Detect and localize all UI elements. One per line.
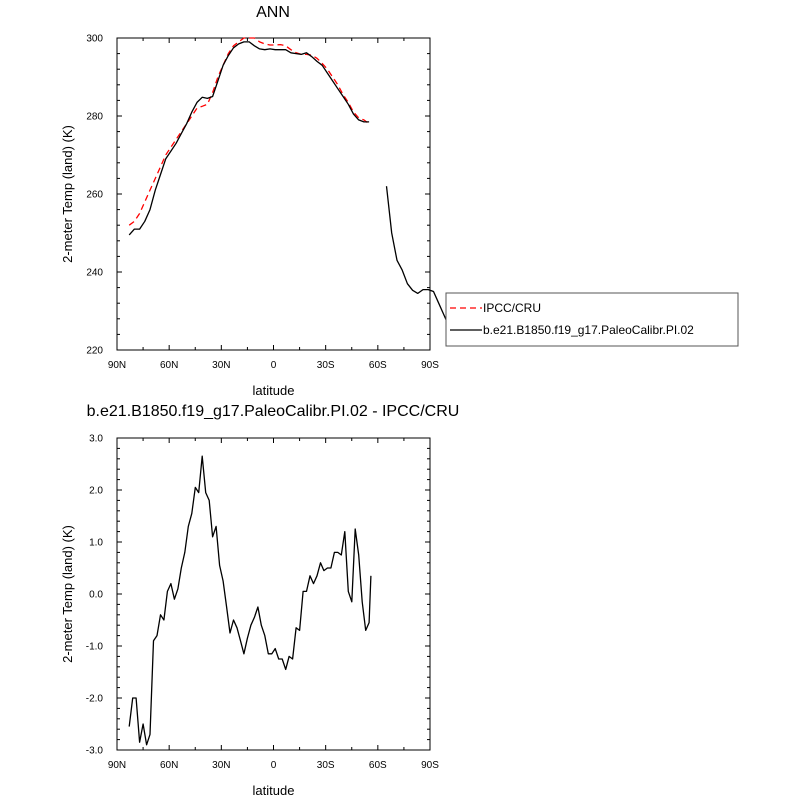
x-tick-label: 0 [271, 760, 277, 771]
legend-label: IPCC/CRU [483, 301, 541, 315]
y-tick-label: 240 [86, 268, 103, 279]
series-line-1-segment-0 [128, 41, 370, 236]
series-line-1-segment-1 [385, 186, 453, 330]
x-tick-label: 60N [160, 360, 178, 371]
x-tick-label: 30S [317, 760, 335, 771]
y-axis-label: 2-meter Temp (land) (K) [60, 125, 75, 263]
x-tick-label: 90N [108, 360, 126, 371]
x-tick-label: 30S [317, 360, 335, 371]
x-tick-label: 30N [212, 360, 230, 371]
y-tick-label: 300 [86, 34, 103, 45]
plot-frame [116, 37, 431, 351]
x-tick-label: 60N [160, 760, 178, 771]
x-tick-label: 30N [212, 760, 230, 771]
y-tick-label: -1.0 [86, 642, 104, 653]
x-tick-label: 90S [421, 360, 439, 371]
y-tick-label: 280 [86, 112, 103, 123]
x-tick-label: 60S [369, 760, 387, 771]
y-tick-label: 1.0 [89, 538, 103, 549]
y-tick-label: 3.0 [89, 434, 103, 445]
y-tick-label: 260 [86, 190, 103, 201]
plot-frame [116, 437, 431, 751]
x-tick-label: 60S [369, 360, 387, 371]
x-axis-label: latitude [253, 783, 295, 798]
x-tick-label: 90N [108, 760, 126, 771]
series-line-0-segment-0 [128, 455, 372, 746]
y-axis-label: 2-meter Temp (land) (K) [60, 525, 75, 663]
y-tick-label: -3.0 [86, 746, 104, 757]
chart-title: b.e21.B1850.f19_g17.PaleoCalibr.PI.02 - … [87, 403, 460, 420]
y-tick-label: 220 [86, 346, 103, 357]
y-tick-label: 0.0 [89, 590, 103, 601]
x-tick-label: 90S [421, 760, 439, 771]
legend-box [445, 292, 739, 347]
series-line-0-segment-0 [128, 37, 370, 226]
y-tick-label: 2.0 [89, 486, 103, 497]
x-axis-label: latitude [253, 383, 295, 398]
legend-label: b.e21.B1850.f19_g17.PaleoCalibr.PI.02 [483, 323, 694, 337]
y-tick-label: -2.0 [86, 694, 104, 705]
x-tick-label: 0 [271, 360, 277, 371]
chart-title: ANN [256, 4, 290, 21]
